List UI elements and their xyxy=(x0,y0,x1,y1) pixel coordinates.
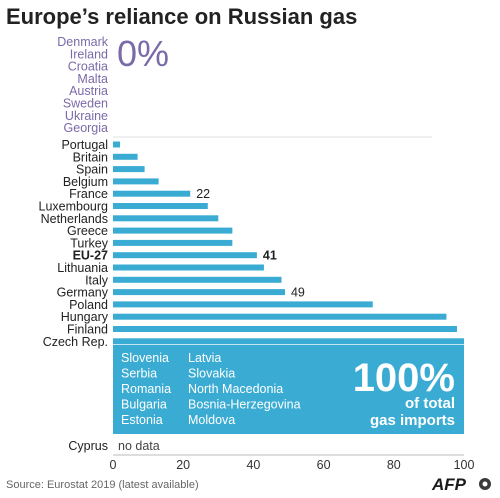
afp-logo-text: AFP xyxy=(431,475,467,494)
bar xyxy=(113,301,373,308)
bar xyxy=(113,289,285,296)
zero-country-label: Croatia xyxy=(68,60,108,74)
category-label: Netherlands xyxy=(41,212,108,226)
full-country-label: Serbia xyxy=(121,367,157,381)
category-label: Belgium xyxy=(63,175,108,189)
category-label: Greece xyxy=(67,224,108,238)
bar xyxy=(113,153,138,160)
bar xyxy=(113,215,219,222)
zero-group: DenmarkIrelandCroatiaMaltaAustriaSwedenU… xyxy=(57,35,108,135)
zero-country-label: Georgia xyxy=(64,121,109,135)
x-tick-label: 0 xyxy=(110,458,117,472)
full-country-label: Latvia xyxy=(188,351,221,365)
zero-country-label: Denmark xyxy=(57,35,108,49)
category-label: Italy xyxy=(85,273,109,287)
bar xyxy=(113,276,282,283)
x-tick-label: 40 xyxy=(246,458,260,472)
category-label: Finland xyxy=(67,323,108,337)
zero-country-label: Austria xyxy=(69,84,108,98)
category-label: Hungary xyxy=(61,310,109,324)
zero-percent-label: 0% xyxy=(117,33,169,74)
full-reliance-box xyxy=(113,345,464,434)
afp-logo: AFP xyxy=(431,475,491,494)
bar xyxy=(113,227,233,234)
category-label: Poland xyxy=(69,298,108,312)
category-label: Spain xyxy=(76,163,108,177)
category-label: Luxembourg xyxy=(39,200,109,214)
full-country-label: Moldova xyxy=(188,413,235,427)
bar xyxy=(113,203,208,209)
chart-title: Europe’s reliance on Russian gas xyxy=(6,4,357,29)
full-percent-label: 100% xyxy=(353,356,455,400)
bar xyxy=(113,326,457,332)
category-label: Turkey xyxy=(70,236,108,250)
full-sublabel-2: gas imports xyxy=(370,412,455,429)
full-sublabel-1: of total xyxy=(405,395,455,412)
x-tick-label: 100 xyxy=(454,458,475,472)
source-note: Source: Eurostat 2019 (latest available) xyxy=(6,479,199,491)
category-label: France xyxy=(69,187,108,201)
full-country-label: Estonia xyxy=(121,413,163,427)
x-axis-ticks: 0 20 40 60 80 100 xyxy=(110,458,475,472)
category-label: Portugal xyxy=(61,138,108,152)
bar xyxy=(113,264,264,271)
no-data-text: no data xyxy=(118,439,160,453)
x-tick-label: 60 xyxy=(317,458,331,472)
category-label: EU-27 xyxy=(73,249,108,263)
bar xyxy=(113,141,121,148)
bar xyxy=(113,178,159,185)
x-tick-label: 20 xyxy=(176,458,190,472)
category-label: Czech Rep. xyxy=(43,335,108,349)
data-label: 41 xyxy=(263,249,277,263)
category-label: Britain xyxy=(73,150,108,164)
zero-country-label: Sweden xyxy=(63,97,108,111)
full-country-label: Slovakia xyxy=(188,367,235,381)
category-label: Lithuania xyxy=(57,261,108,275)
bar xyxy=(113,239,233,246)
no-data-country: Cyprus xyxy=(68,439,108,453)
full-country-label: North Macedonia xyxy=(188,382,283,396)
bar xyxy=(113,338,464,345)
full-country-label: Slovenia xyxy=(121,351,169,365)
zero-country-label: Ireland xyxy=(70,47,108,61)
category-label: Germany xyxy=(57,286,109,300)
bar xyxy=(113,313,447,320)
x-tick-label: 80 xyxy=(387,458,401,472)
full-country-label: Romania xyxy=(121,382,171,396)
afp-logo-mark-inner xyxy=(482,481,488,487)
bar xyxy=(113,166,145,173)
zero-country-label: Ukraine xyxy=(65,109,108,123)
bar xyxy=(113,190,191,197)
zero-country-label: Malta xyxy=(77,72,108,86)
data-label: 22 xyxy=(196,187,210,201)
bar xyxy=(113,252,257,259)
full-country-label: Bosnia-Herzegovina xyxy=(188,398,301,412)
data-label: 49 xyxy=(291,286,305,300)
full-country-label: Bulgaria xyxy=(121,398,167,412)
